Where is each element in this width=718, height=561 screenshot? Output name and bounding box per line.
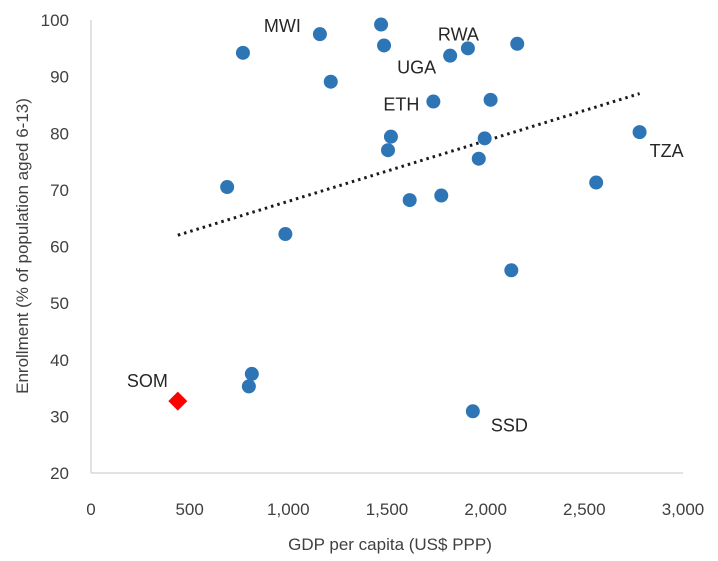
trendline: [177, 92, 641, 237]
y-tick-label: 100: [41, 11, 69, 30]
y-tick-label: 70: [50, 181, 69, 200]
x-tick-label: 2,500: [563, 500, 606, 519]
data-point: [632, 125, 647, 140]
data-point: [377, 38, 392, 53]
data-point: [278, 227, 293, 242]
data-point: [483, 92, 498, 107]
x-tick-label: 500: [175, 500, 203, 519]
point-label-som: SOM: [127, 371, 168, 391]
data-point: [504, 263, 519, 278]
point-label-uga: UGA: [397, 58, 436, 78]
y-tick-label: 80: [50, 124, 69, 143]
data-point: [434, 188, 449, 203]
y-tick-label: 40: [50, 351, 69, 370]
x-tick-label: 0: [86, 500, 95, 519]
data-point: [589, 175, 604, 190]
y-tick-label: 50: [50, 294, 69, 313]
data-point: [312, 27, 327, 42]
data-point: [235, 45, 250, 60]
data-point: [380, 143, 395, 158]
data-point: [241, 379, 256, 394]
data-points: [168, 17, 647, 419]
data-point: [465, 404, 480, 419]
y-axis-title: Enrollment (% of population aged 6-13): [13, 98, 32, 394]
highlight-point: [168, 391, 188, 411]
data-point: [471, 151, 486, 166]
data-point: [323, 74, 338, 89]
data-point: [510, 36, 525, 51]
data-point: [426, 94, 441, 109]
y-tick-label: 60: [50, 238, 69, 257]
x-axis-title: GDP per capita (US$ PPP): [288, 535, 492, 554]
x-tick-label: 1,500: [366, 500, 409, 519]
data-point: [374, 17, 389, 32]
axes: 0 500 1,000 1,500 2,000 2,500 3,000 20 30 40 50 60 7…: [41, 11, 705, 519]
data-point: [477, 131, 492, 146]
point-label-rwa: RWA: [438, 24, 479, 44]
data-point: [220, 180, 235, 195]
trendline-group: [177, 92, 641, 237]
x-tick-label: 2,000: [464, 500, 507, 519]
data-point: [443, 48, 458, 63]
data-point: [460, 41, 475, 56]
point-label-eth: ETH: [383, 95, 419, 115]
y-tick-label: 20: [50, 464, 69, 483]
y-tick-label: 30: [50, 407, 69, 426]
x-tick-label: 3,000: [662, 500, 705, 519]
point-label-tza: TZA: [650, 141, 684, 161]
point-label-ssd: SSD: [491, 415, 528, 435]
y-tick-label: 90: [50, 68, 69, 87]
data-point: [244, 366, 259, 381]
point-label-mwi: MWI: [264, 16, 301, 36]
x-tick-label: 1,000: [267, 500, 310, 519]
data-point: [383, 129, 398, 144]
data-point: [402, 193, 417, 208]
